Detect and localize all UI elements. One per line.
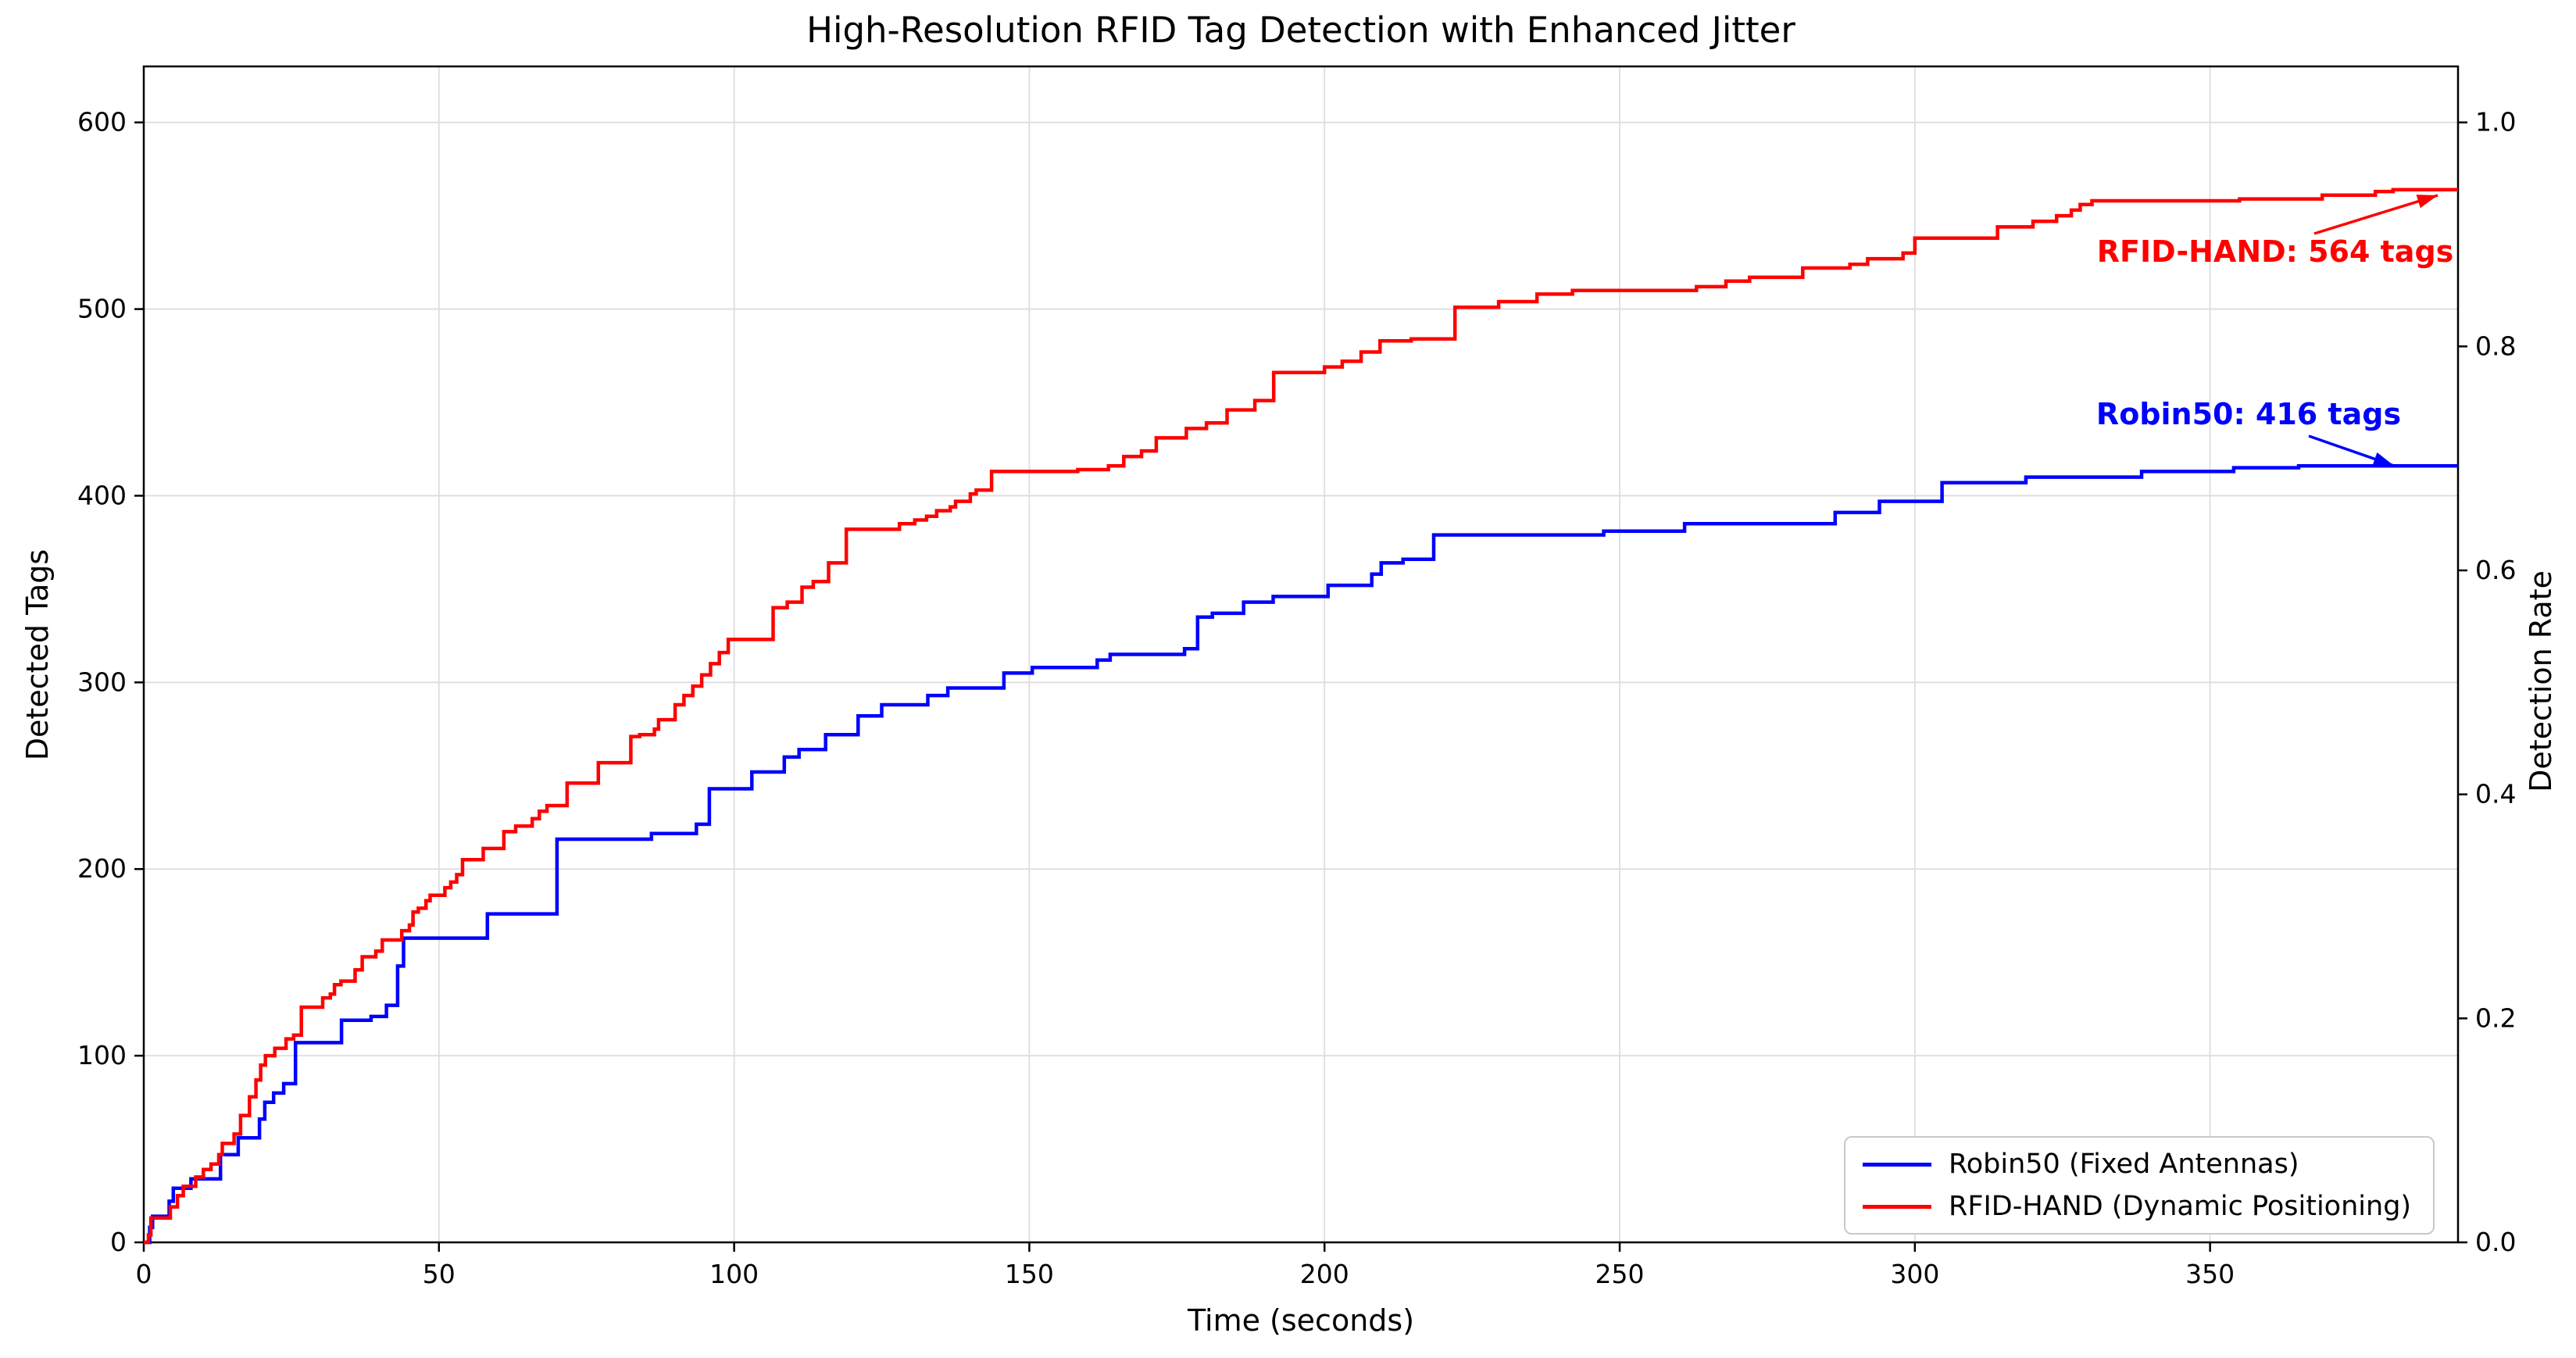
y-axis-label-right: Detection Rate [2524,570,2558,792]
series-Robin50 (Fixed Antennas) [144,463,2458,1245]
y-tick-label-right: 1.0 [2475,107,2516,138]
legend-label-rfid-hand: RFID-HAND (Dynamic Positioning) [1949,1191,2412,1222]
x-axis-label: Time (seconds) [1187,1303,1415,1338]
y-tick-label-left: 0 [110,1227,127,1257]
legend-line-robin50 [1863,1162,1931,1167]
x-tick-label: 50 [423,1259,456,1289]
legend-line-rfid-hand [1863,1204,1931,1209]
arrowhead-robin50-final [2372,452,2394,466]
x-tick-label: 200 [1300,1259,1349,1289]
x-tick-label: 0 [136,1259,152,1289]
series-lines [144,188,2458,1245]
annotation-rfid-hand-total: RFID-HAND: 564 tags [2096,234,2454,269]
y-tick-label-left: 600 [77,107,127,138]
y-axis-label-left: Detected Tags [20,549,55,761]
x-tick-label: 350 [2185,1259,2235,1289]
x-tick-label: 250 [1595,1259,1645,1289]
y-tick-label-right: 0.0 [2475,1227,2516,1257]
annotation-robin50-total: Robin50: 416 tags [2095,397,2402,431]
arrowhead-rfid-hand-final [2416,195,2438,209]
y-tick-label-right: 0.4 [2475,779,2516,809]
annotation-arrows [2308,194,2438,467]
legend-item-robin50: Robin50 (Fixed Antennas) [1863,1149,2433,1180]
x-tick-label: 300 [1890,1259,1939,1289]
x-tick-label: 100 [709,1259,759,1289]
y-tick-label-right: 0.6 [2475,555,2516,585]
y-tick-label-left: 500 [77,294,127,324]
y-tick-label-right: 0.2 [2475,1002,2516,1033]
y-tick-label-left: 300 [77,666,127,697]
tick-labels: 0 50 100 150 200 250 300 350 0 100 200 300 400 500 600… [77,107,2516,1289]
legend-label-robin50: Robin50 (Fixed Antennas) [1949,1149,2299,1180]
legend-item-rfid-hand: RFID-HAND (Dynamic Positioning) [1863,1191,2433,1222]
axes [134,65,2467,1252]
y-tick-label-left: 200 [77,853,127,884]
y-tick-label-right: 0.8 [2475,331,2516,361]
y-tick-label-left: 400 [77,480,127,510]
legend: Robin50 (Fixed Antennas) RFID-HAND (Dyna… [1844,1136,2435,1235]
y-tick-label-left: 100 [77,1040,127,1070]
chart-title: High-Resolution RFID Tag Detection with … [806,9,1795,51]
series-RFID-HAND (Dynamic Positioning) [144,188,2458,1245]
gridlines [143,66,2458,1243]
x-tick-label: 150 [1005,1259,1054,1289]
